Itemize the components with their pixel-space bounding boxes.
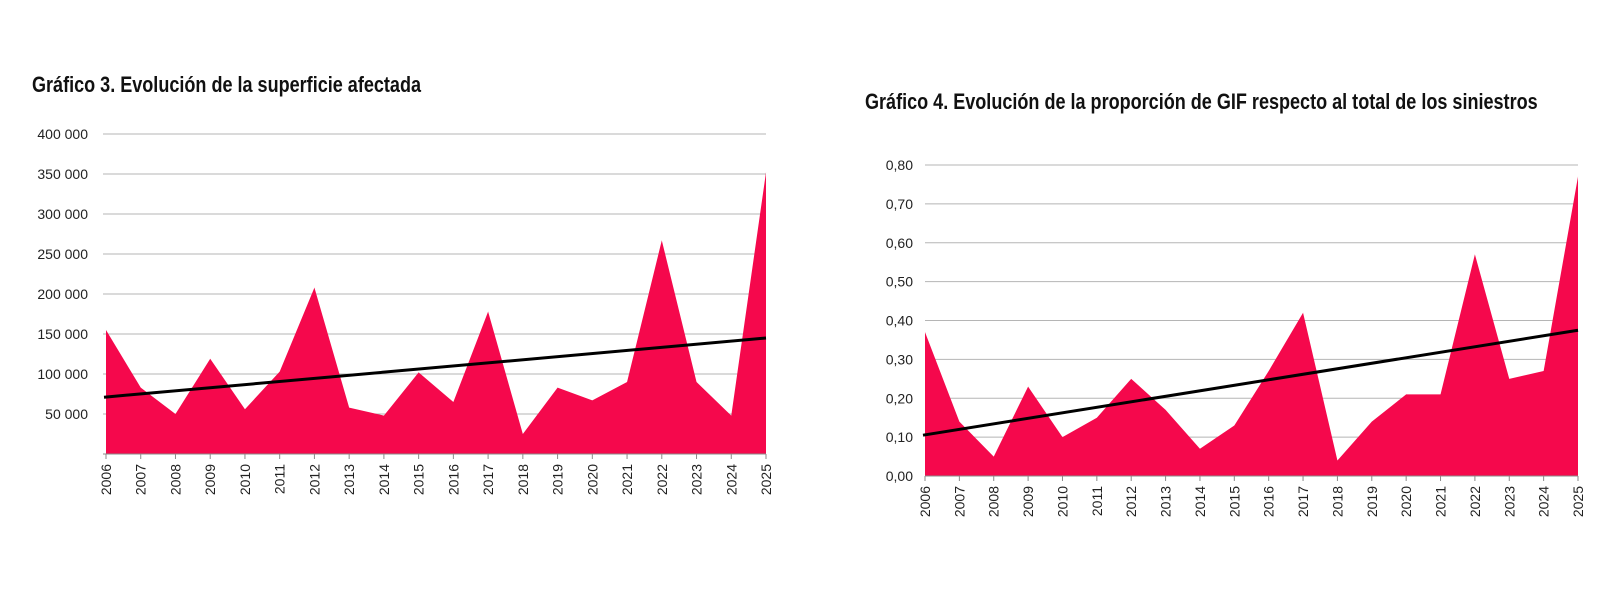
x-tick-label: 2007 xyxy=(951,486,967,517)
x-tick-label: 2021 xyxy=(619,464,635,495)
x-tick-label: 2012 xyxy=(306,464,322,495)
y-tick-label: 0,80 xyxy=(886,157,913,173)
x-tick-label: 2017 xyxy=(480,464,496,495)
x-tick-label: 2013 xyxy=(1158,486,1174,517)
x-tick-label: 2025 xyxy=(758,464,774,495)
y-tick-label: 0,20 xyxy=(886,390,913,406)
x-tick-label: 2020 xyxy=(584,464,600,495)
x-tick-label: 2014 xyxy=(1192,486,1208,517)
x-tick-label: 2025 xyxy=(1570,486,1586,517)
y-tick-label: 0,00 xyxy=(886,468,913,484)
trend-line xyxy=(922,328,1579,437)
x-tick-label: 2024 xyxy=(723,464,739,495)
x-tick-label: 2008 xyxy=(167,464,183,495)
y-tick-label: 300 000 xyxy=(37,206,88,222)
x-tick-label: 2022 xyxy=(1467,486,1483,517)
x-tick-label: 2023 xyxy=(1501,486,1517,517)
area-series xyxy=(925,176,1578,476)
x-tick-label: 2015 xyxy=(1226,486,1242,517)
y-tick-label: 100 000 xyxy=(37,366,88,382)
x-tick-label: 2022 xyxy=(654,464,670,495)
x-tick-label: 2010 xyxy=(237,464,253,495)
x-tick-label: 2024 xyxy=(1536,486,1552,517)
y-tick-label: 0,70 xyxy=(886,196,913,212)
y-tick-label: 0,40 xyxy=(886,313,913,329)
x-tick-label: 2007 xyxy=(133,464,149,495)
x-tick-label: 2019 xyxy=(550,464,566,495)
y-tick-label: 0,30 xyxy=(886,351,913,367)
y-tick-label: 0,10 xyxy=(886,429,913,445)
x-tick-label: 2021 xyxy=(1433,486,1449,517)
y-tick-label: 400 000 xyxy=(37,126,88,142)
chart-3-surface-area: 50 000 100 000 150 000 200 000 250 000 300 00… xyxy=(37,126,774,495)
y-tick-label: 200 000 xyxy=(37,286,88,302)
x-tick-label: 2008 xyxy=(986,486,1002,517)
x-tick-label: 2014 xyxy=(376,464,392,495)
x-tick-label: 2011 xyxy=(1089,486,1105,516)
x-tick-label: 2020 xyxy=(1398,486,1414,517)
x-tick-label: 2017 xyxy=(1295,486,1311,517)
x-tick-label: 2006 xyxy=(98,464,114,495)
y-tick-label: 150 000 xyxy=(37,326,88,342)
x-tick-label: 2012 xyxy=(1123,486,1139,517)
x-tick-label: 2016 xyxy=(1261,486,1277,517)
x-tick-label: 2015 xyxy=(411,464,427,495)
x-tick-label: 2006 xyxy=(917,486,933,517)
x-tick-label: 2009 xyxy=(1020,486,1036,517)
y-tick-label: 250 000 xyxy=(37,246,88,262)
chart-4-title: Gráfico 4. Evolución de la proporción de… xyxy=(865,89,1538,114)
y-tick-label: 350 000 xyxy=(37,166,88,182)
x-tick-label: 2023 xyxy=(689,464,705,495)
x-tick-label: 2011 xyxy=(272,464,288,494)
y-tick-label: 0,60 xyxy=(886,235,913,251)
x-tick-label: 2009 xyxy=(202,464,218,495)
chart-3-title: Gráfico 3. Evolución de la superficie af… xyxy=(32,72,422,97)
x-tick-label: 2018 xyxy=(515,464,531,495)
x-tick-label: 2010 xyxy=(1054,486,1070,517)
y-tick-label: 50 000 xyxy=(45,406,88,422)
x-tick-label: 2019 xyxy=(1364,486,1380,517)
trend-line xyxy=(103,336,767,399)
x-tick-label: 2013 xyxy=(341,464,357,495)
x-tick-label: 2016 xyxy=(445,464,461,495)
y-tick-label: 0,50 xyxy=(886,274,913,290)
x-tick-label: 2018 xyxy=(1329,486,1345,517)
